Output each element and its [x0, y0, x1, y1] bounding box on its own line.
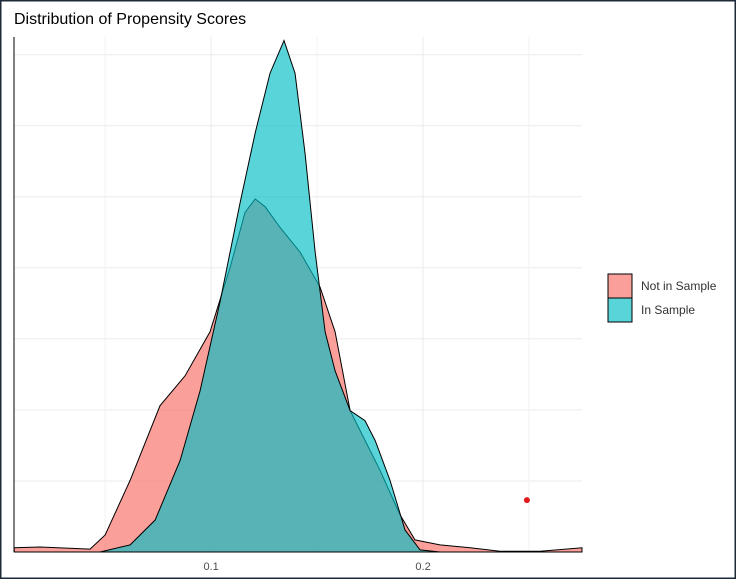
density-area — [14, 39, 582, 553]
legend-label: Not in Sample — [641, 279, 717, 293]
x-tick-label: 0.2 — [415, 561, 430, 573]
legend-swatch — [607, 273, 633, 299]
legend-label: In Sample — [641, 303, 695, 317]
x-tick-label: 0.1 — [203, 561, 218, 573]
legend-swatch — [607, 297, 633, 323]
marker-point — [523, 497, 530, 504]
chart-title: Distribution of Propensity Scores — [14, 11, 246, 28]
